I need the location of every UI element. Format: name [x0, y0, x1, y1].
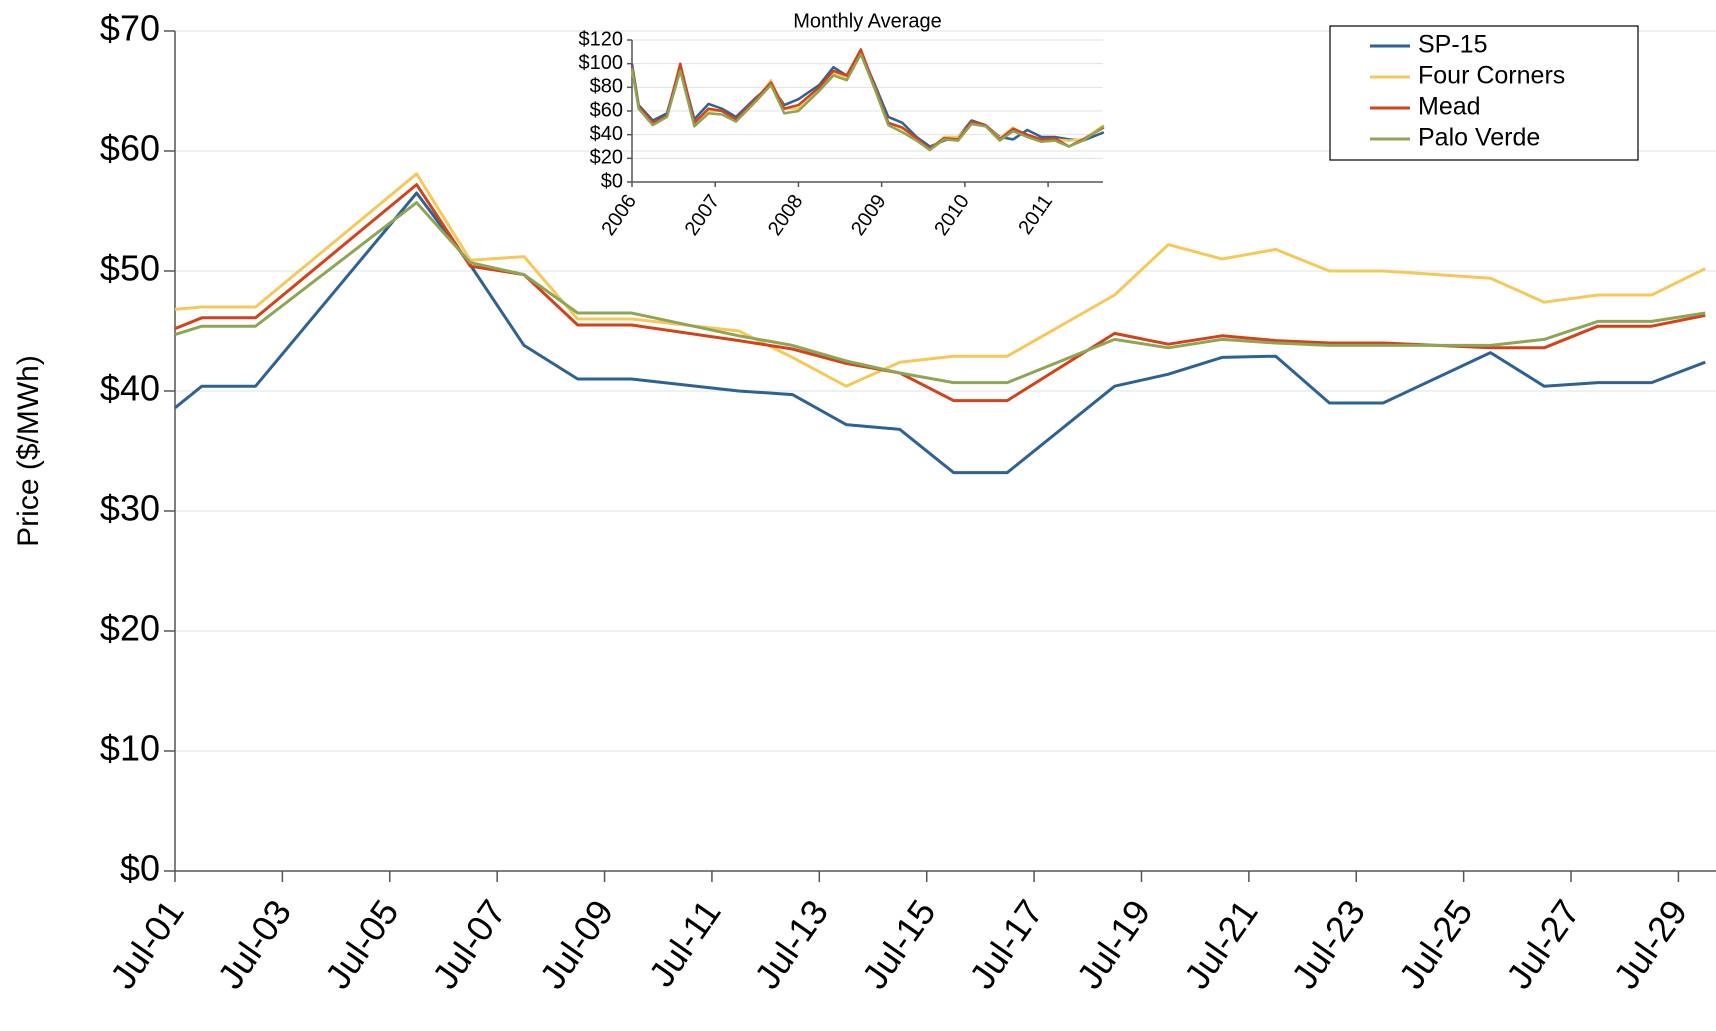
- y-tick-label: $0: [120, 848, 160, 889]
- y-tick-label: $60: [590, 99, 623, 121]
- legend-label: Four Corners: [1418, 62, 1565, 90]
- series-line: [174, 172, 1706, 388]
- legend-label: SP-15: [1418, 31, 1487, 59]
- chart-title: Monthly Average: [793, 10, 942, 32]
- y-tick-label: $40: [100, 368, 160, 409]
- y-tick-label: $60: [100, 128, 160, 169]
- legend-label: Palo Verde: [1418, 124, 1540, 152]
- series-line: [174, 201, 1706, 385]
- y-tick-label: $30: [100, 488, 160, 529]
- series-line: [630, 48, 1105, 151]
- series-line: [174, 183, 1706, 403]
- series-line: [630, 52, 1105, 152]
- y-tick-label: $0: [601, 170, 623, 192]
- y-axis-label: Price ($/MWh): [12, 355, 45, 547]
- y-tick-label: $20: [590, 147, 623, 169]
- y-tick-label: $10: [100, 728, 160, 769]
- y-tick-label: $40: [590, 123, 623, 145]
- y-tick-label: $70: [100, 8, 160, 49]
- y-tick-label: $100: [579, 52, 624, 74]
- y-tick-label: $50: [100, 248, 160, 289]
- y-tick-label: $80: [590, 76, 623, 98]
- y-tick-label: $20: [100, 608, 160, 649]
- y-tick-label: $120: [579, 28, 624, 50]
- legend-label: Mead: [1418, 93, 1481, 121]
